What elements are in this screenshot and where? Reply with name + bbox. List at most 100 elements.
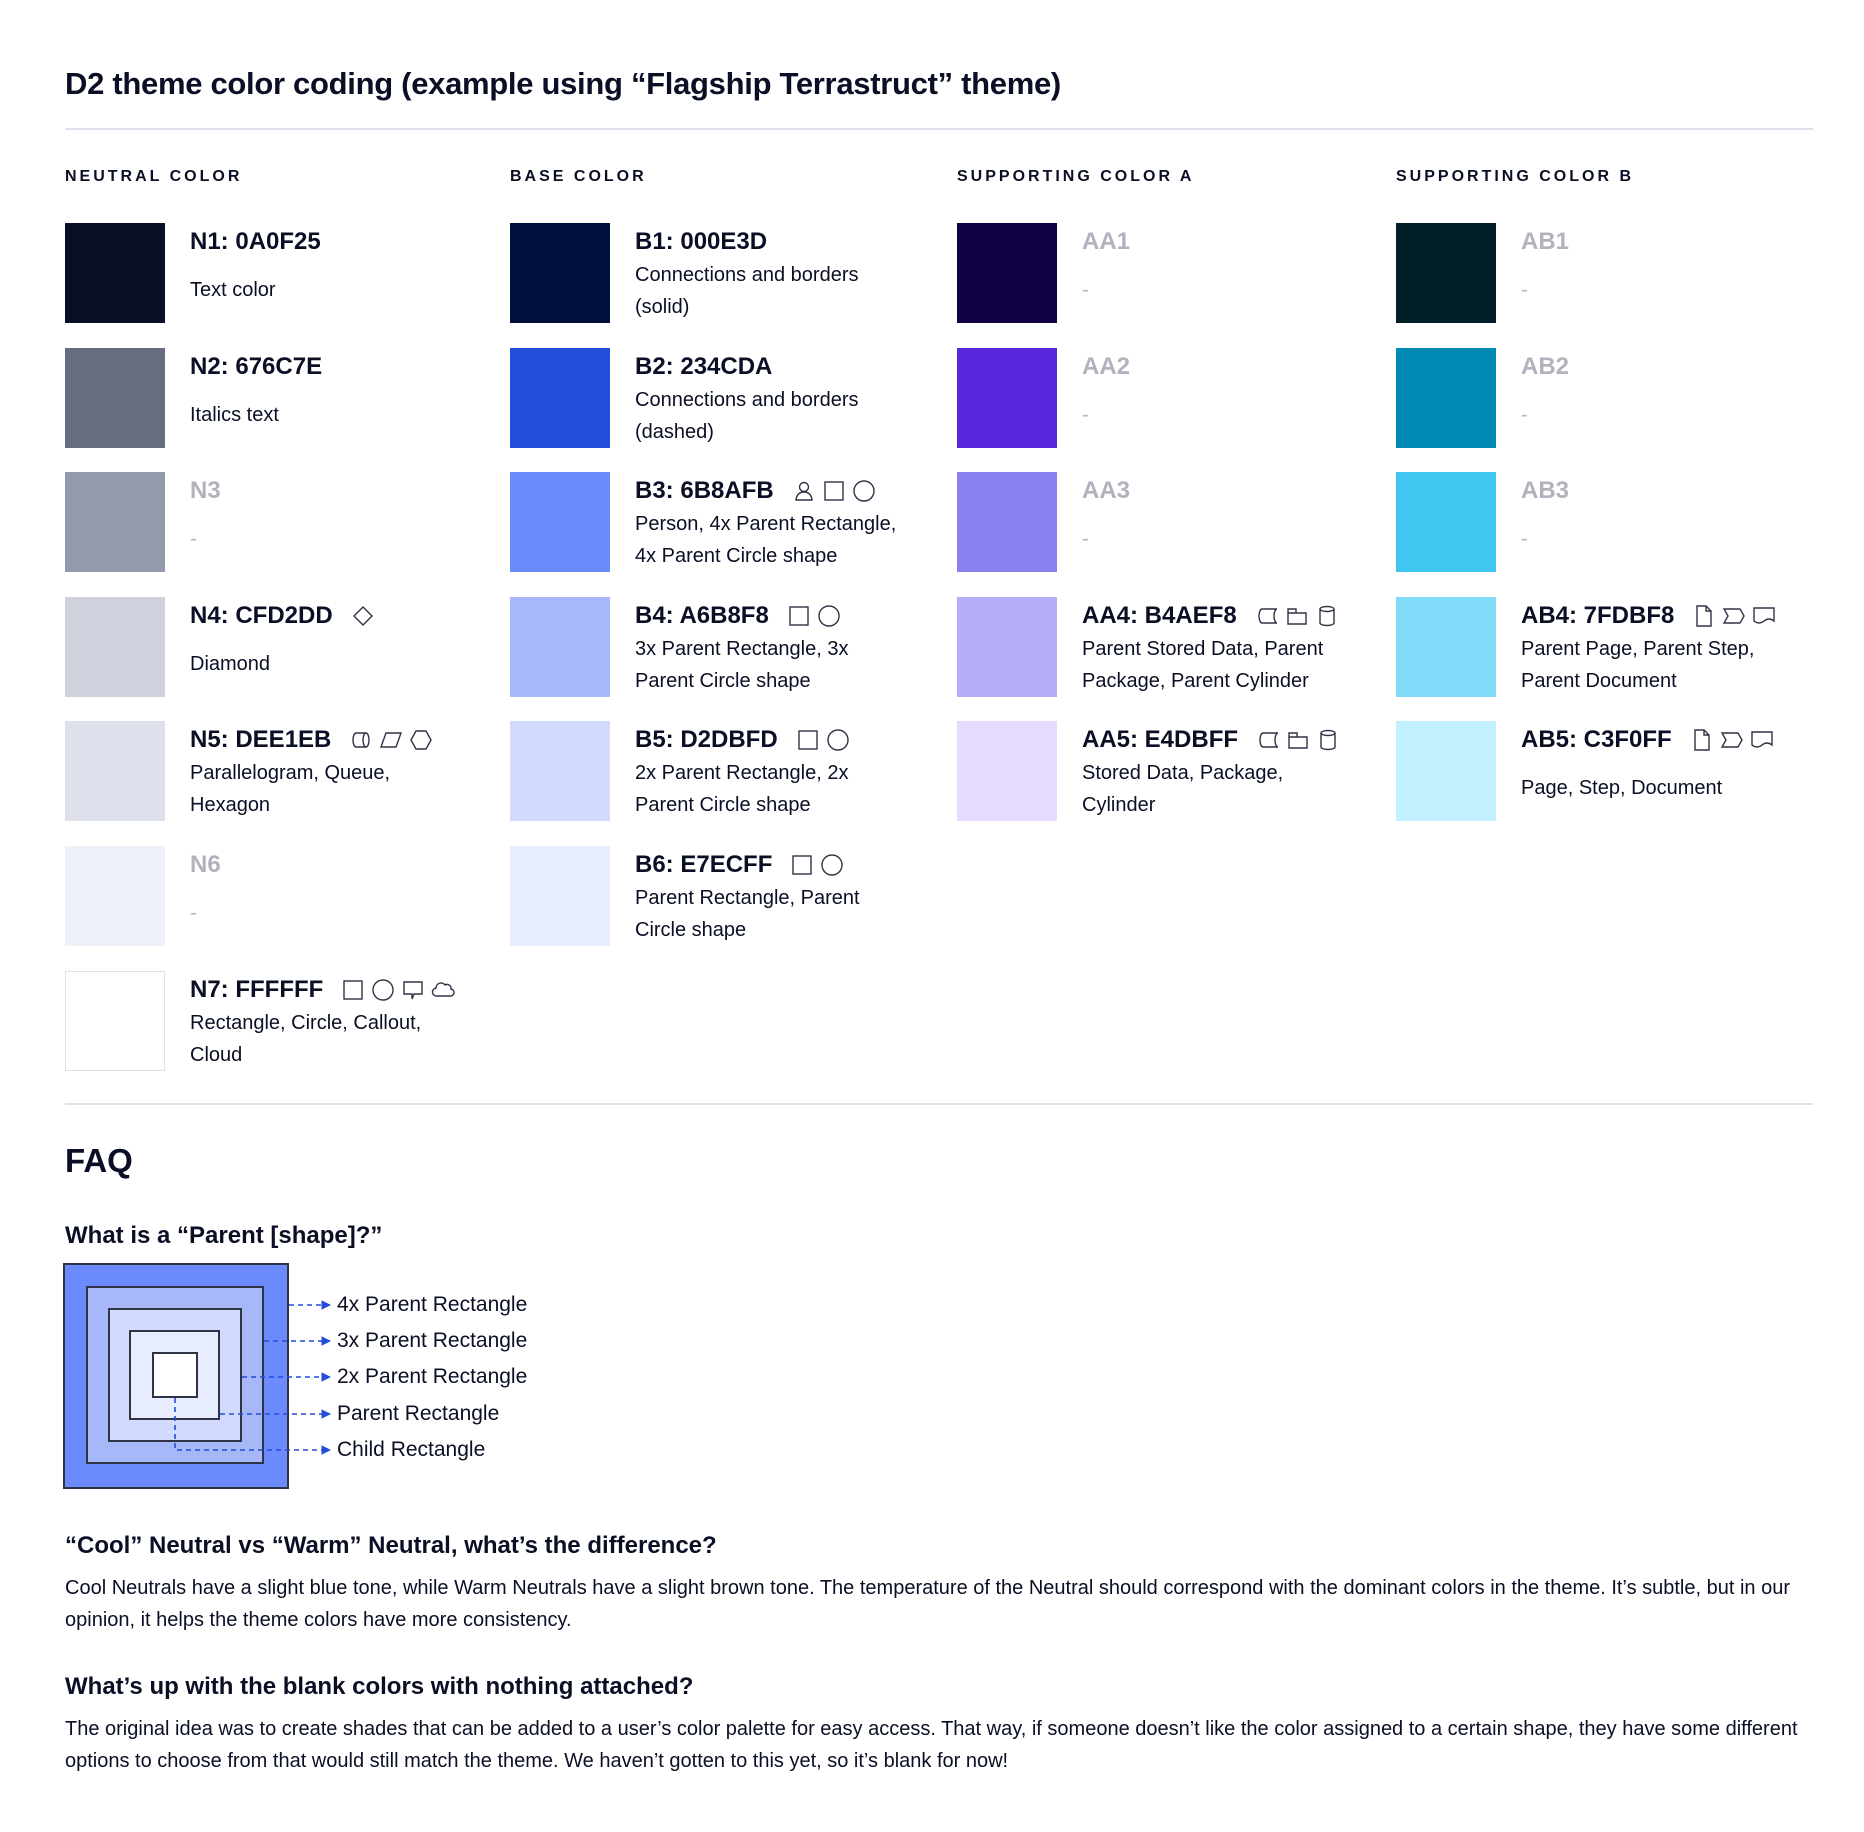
color-swatch	[510, 596, 610, 697]
color-label: AB4: 7FDBF8	[1521, 601, 1821, 631]
step-icon	[1720, 732, 1743, 749]
circle-icon	[821, 854, 844, 876]
color-swatch-row: AA4: B4AEF8 Parent Stored Data, Parent P…	[957, 596, 1387, 697]
color-label: B6: E7ECFF	[635, 850, 935, 880]
shape-icons	[341, 978, 456, 1002]
faq-answer-cool-warm: Cool Neutrals have a slight blue tone, w…	[65, 1577, 1790, 1631]
color-swatch	[1396, 347, 1496, 448]
divider	[65, 128, 1813, 130]
color-code: AB3	[1521, 477, 1570, 505]
callout-icon	[403, 980, 424, 999]
color-swatch-row: B6: E7ECFF Parent Rectangle, Parent Circ…	[510, 846, 940, 946]
color-swatch	[65, 596, 165, 697]
color-usage: -	[1521, 528, 1528, 551]
color-usage: Parent Rectangle, Parent Circle shape	[635, 887, 860, 941]
color-usage: -	[190, 528, 197, 551]
color-usage: Person, 4x Parent Rectangle, 4x Parent C…	[635, 513, 897, 568]
color-swatch-row: AB4: 7FDBF8 Parent Page, Parent Step, Pa…	[1396, 596, 1826, 697]
rectangle-icon	[824, 481, 844, 501]
rectangle-icon	[792, 855, 813, 875]
color-swatch	[510, 472, 610, 573]
color-usage: Rectangle, Circle, Callout, Cloud	[190, 1011, 422, 1066]
color-code: AA2	[1082, 352, 1131, 380]
circle-icon	[818, 605, 840, 627]
color-swatch	[957, 347, 1057, 448]
color-usage: Parallelogram, Queue, Hexagon	[190, 762, 391, 817]
color-label: AA1	[1082, 227, 1382, 257]
circle-icon	[372, 978, 395, 1001]
color-code: B5: D2DBFD	[635, 726, 778, 754]
color-label: AB1	[1521, 227, 1821, 257]
color-label: AB3	[1521, 476, 1821, 506]
shape-icons	[1690, 728, 1774, 752]
color-swatch-row: B1: 000E3D Connections and borders (soli…	[510, 223, 940, 323]
rectangle-icon	[789, 606, 809, 626]
color-code: B1: 000E3D	[635, 228, 768, 255]
color-label: N1: 0A0F25	[190, 227, 490, 257]
color-code: B4: A6B8F8	[635, 601, 769, 629]
color-label: N6	[190, 850, 490, 880]
color-usage: Stored Data, Package, Cylinder	[1082, 762, 1284, 817]
stored-data-icon	[1259, 732, 1279, 749]
color-swatch	[1396, 596, 1496, 697]
shape-icons	[790, 853, 844, 877]
color-usage: Parent Stored Data, Parent Package, Pare…	[1082, 637, 1324, 692]
faq-question-parent-shape: What is a “Parent [shape]?”	[65, 1222, 383, 1249]
color-column: NEUTRAL COLOR N1: 0A0F25 Text color N2: …	[65, 168, 485, 1071]
color-code: AB5: C3F0FF	[1521, 726, 1672, 754]
color-code: AA3	[1082, 477, 1131, 505]
color-swatch-row: AA2 -	[957, 347, 1387, 448]
shape-icons	[1256, 728, 1340, 752]
color-swatch	[957, 223, 1057, 323]
color-label: AA4: B4AEF8	[1082, 601, 1382, 631]
color-column: SUPPORTING COLOR B AB1 - AB2 -	[1396, 168, 1816, 822]
color-swatch	[65, 347, 165, 448]
shape-icons	[351, 604, 375, 628]
step-icon	[1723, 608, 1746, 624]
diagram-label: Parent Rectangle	[337, 1402, 500, 1425]
diagram-label: 2x Parent Rectangle	[337, 1365, 528, 1388]
shape-icons	[792, 479, 876, 503]
rectangle-icon	[343, 979, 364, 1000]
color-swatch	[510, 223, 610, 323]
queue-icon	[352, 732, 371, 749]
faq-title: FAQ	[65, 1142, 133, 1179]
stored-data-icon	[1258, 608, 1277, 624]
color-code: N2: 676C7E	[190, 352, 323, 380]
color-swatch	[957, 721, 1057, 822]
color-usage: -	[190, 902, 197, 924]
package-icon	[1288, 732, 1308, 750]
color-label: AA3	[1082, 476, 1382, 506]
color-code: AA5: E4DBFF	[1082, 726, 1239, 754]
circle-icon	[853, 480, 875, 502]
color-code: B6: E7ECFF	[635, 851, 773, 878]
color-code: N1: 0A0F25	[190, 228, 321, 255]
connector-child	[174, 1398, 331, 1455]
color-swatch-row: N5: DEE1EB Parallelogram, Queue, Hexagon	[65, 721, 495, 822]
color-swatch	[1396, 472, 1496, 573]
rect-child	[152, 1352, 198, 1398]
color-code: B3: 6B8AFB	[635, 477, 774, 505]
column-heading: SUPPORTING COLOR B	[1396, 168, 1635, 185]
color-usage: Connections and borders (dashed)	[635, 388, 859, 443]
color-column: BASE COLOR B1: 000E3D Connections and bo…	[510, 168, 930, 946]
color-swatch-row: N2: 676C7E Italics text	[65, 347, 495, 448]
color-usage: -	[1521, 279, 1528, 301]
color-swatch-row: N1: 0A0F25 Text color	[65, 223, 495, 323]
color-code: AB4: 7FDBF8	[1521, 601, 1675, 629]
color-usage: -	[1082, 279, 1089, 301]
parallelogram-icon	[380, 732, 403, 749]
cloud-icon	[432, 981, 456, 997]
color-code: B2: 234CDA	[635, 352, 773, 380]
color-label: B3: 6B8AFB	[635, 476, 935, 506]
color-swatch-row: N7: FFFFFF Rectangle, Circle, Callout, C…	[65, 970, 495, 1071]
column-heading: SUPPORTING COLOR A	[957, 168, 1195, 185]
color-label: AA2	[1082, 352, 1382, 382]
color-usage: 3x Parent Rectangle, 3x Parent Circle sh…	[635, 637, 849, 692]
color-usage: Diamond	[190, 652, 271, 675]
color-column: SUPPORTING COLOR A AA1 - AA2 -	[957, 168, 1377, 822]
color-swatch-row: B5: D2DBFD 2x Parent Rectangle, 2x Paren…	[510, 721, 940, 822]
faq-question-blank-colors: What’s up with the blank colors with not…	[65, 1673, 694, 1700]
color-swatch	[1396, 721, 1496, 822]
page-title: D2 theme color coding (example using “Fl…	[65, 66, 1061, 101]
